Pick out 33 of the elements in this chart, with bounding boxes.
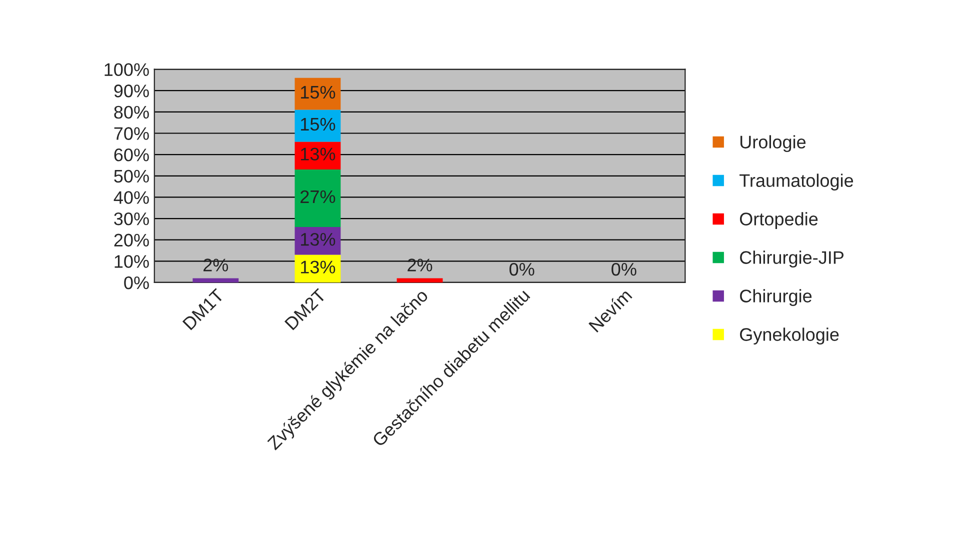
y-tick-label: 0% — [124, 276, 149, 290]
data-label: 15% — [301, 86, 336, 99]
legend-label: Urologie — [740, 135, 806, 152]
y-tick-label: 70% — [114, 127, 149, 140]
data-label: 27% — [300, 190, 336, 204]
y-tick-label: 20% — [114, 234, 149, 247]
y-tick-label: 40% — [114, 191, 149, 204]
data-label: 0% — [510, 262, 534, 276]
data-label: 13% — [301, 148, 336, 160]
data-label: 0% — [612, 262, 636, 276]
legend-label: Ortopedie — [740, 212, 818, 230]
data-label: 13% — [301, 232, 336, 246]
y-tick-label: 50% — [114, 170, 149, 183]
data-label: 2% — [408, 258, 432, 272]
y-tick-label: 30% — [114, 212, 149, 226]
y-tick-label: 90% — [114, 84, 149, 98]
bar — [192, 278, 239, 282]
y-tick-label: 80% — [114, 106, 149, 119]
y-tick-label: 10% — [114, 255, 149, 268]
y-tick-label: 60% — [114, 148, 149, 162]
legend-label: Chirurgie — [740, 289, 812, 306]
bar — [396, 278, 443, 282]
data-label: 15% — [301, 118, 336, 131]
bar — [294, 227, 341, 255]
legend-label: Traumatologie — [740, 174, 854, 191]
data-label: 2% — [204, 258, 228, 272]
legend-label: Chirurgie-JIP — [740, 250, 844, 268]
y-tick-label: 100% — [104, 63, 149, 76]
bar — [294, 110, 341, 142]
bar — [294, 169, 341, 228]
bar — [294, 78, 341, 110]
legend-label: Gynekologie — [740, 328, 839, 345]
data-label: 13% — [301, 260, 336, 274]
